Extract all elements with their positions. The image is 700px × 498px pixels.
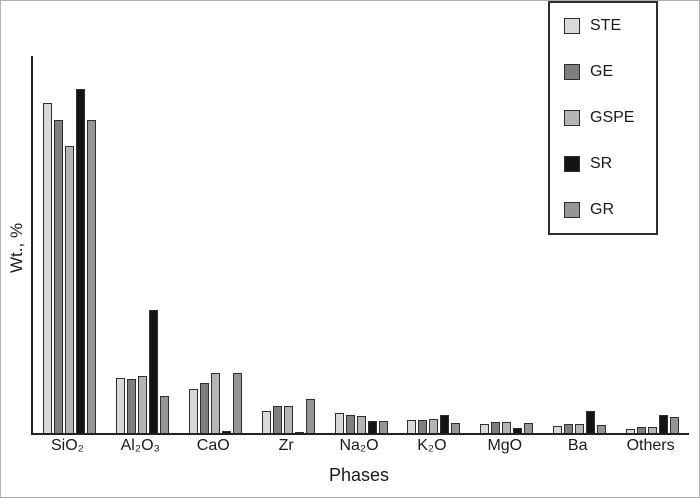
bar (159, 396, 169, 433)
bar (524, 423, 534, 433)
x-axis-tick-label: Zr (278, 437, 294, 454)
bar (659, 415, 669, 433)
bar (429, 418, 439, 433)
bar (586, 410, 596, 433)
legend-swatch (564, 202, 580, 218)
bar (575, 424, 585, 433)
bar (210, 373, 220, 433)
bar (367, 421, 377, 433)
x-axis-tick-label: K₂O (417, 437, 447, 454)
legend-swatch (564, 156, 580, 172)
bar (480, 424, 490, 433)
bar-group (616, 56, 689, 433)
legend-label: GE (590, 63, 614, 80)
bar (597, 425, 607, 433)
bar (261, 410, 271, 433)
bar (305, 399, 315, 433)
legend-label: GSPE (590, 109, 635, 126)
x-axis-tick-labels: SiO₂ Al₂O₃ CaO Zr Na₂O K₂O MgO Ba Others (31, 437, 687, 455)
bar (356, 416, 366, 433)
bar (451, 423, 461, 433)
x-axis-tick-label: Ba (567, 437, 588, 454)
legend-entry: GSPE (564, 109, 642, 127)
bar (137, 376, 147, 433)
legend-label: GR (590, 201, 614, 218)
bar-group (252, 56, 325, 433)
x-axis-tick-label: CaO (196, 437, 230, 454)
legend-entry: SR (564, 155, 642, 173)
legend-label: SR (590, 155, 613, 172)
legend-entry: GE (564, 63, 642, 81)
bar (272, 406, 282, 433)
bar (407, 419, 417, 433)
bar (670, 416, 680, 433)
bar (221, 431, 231, 433)
bar (86, 119, 96, 433)
bar (491, 422, 501, 433)
x-axis-title: Phases (328, 465, 390, 485)
bar-group (470, 56, 543, 433)
x-axis-tick-label: MgO (487, 437, 523, 454)
bar (53, 119, 63, 433)
bar (126, 378, 136, 433)
legend-swatch (564, 64, 580, 80)
bar (75, 89, 85, 433)
legend-entry: STE (564, 17, 642, 35)
x-axis-tick-label: Others (626, 437, 675, 454)
bar (513, 427, 523, 433)
bar (564, 424, 574, 433)
bar-group (106, 56, 179, 433)
bar (188, 389, 198, 433)
bar (637, 426, 647, 433)
x-axis-tick-label: SiO₂ (51, 437, 84, 454)
bar-group (179, 56, 252, 433)
legend-label: STE (590, 17, 622, 34)
legend-swatch (564, 18, 580, 34)
bar-group (325, 56, 398, 433)
bar (345, 415, 355, 433)
x-axis-tick-label: Al₂O₃ (120, 437, 161, 454)
bar (440, 415, 450, 433)
x-axis-tick-label: Na₂O (339, 437, 379, 454)
bar-group (397, 56, 470, 433)
bar (294, 431, 304, 433)
plot-area (31, 56, 689, 435)
legend-swatch (564, 110, 580, 126)
bar-group (33, 56, 106, 433)
bar (553, 425, 563, 433)
bar-group (543, 56, 616, 433)
bar (42, 103, 52, 433)
bar (232, 373, 242, 433)
bar (199, 383, 209, 433)
y-axis-label: Wt., % (7, 222, 26, 273)
bar (502, 422, 512, 433)
bar (626, 429, 636, 433)
legend: STE GE GSPE SR GR (548, 1, 658, 235)
bar (64, 145, 74, 433)
bar (148, 310, 158, 433)
bar (418, 419, 428, 433)
bar (378, 421, 388, 433)
bar (648, 426, 658, 433)
bar (115, 377, 125, 433)
bar (334, 413, 344, 433)
bar (283, 406, 293, 433)
legend-entry: GR (564, 201, 642, 219)
